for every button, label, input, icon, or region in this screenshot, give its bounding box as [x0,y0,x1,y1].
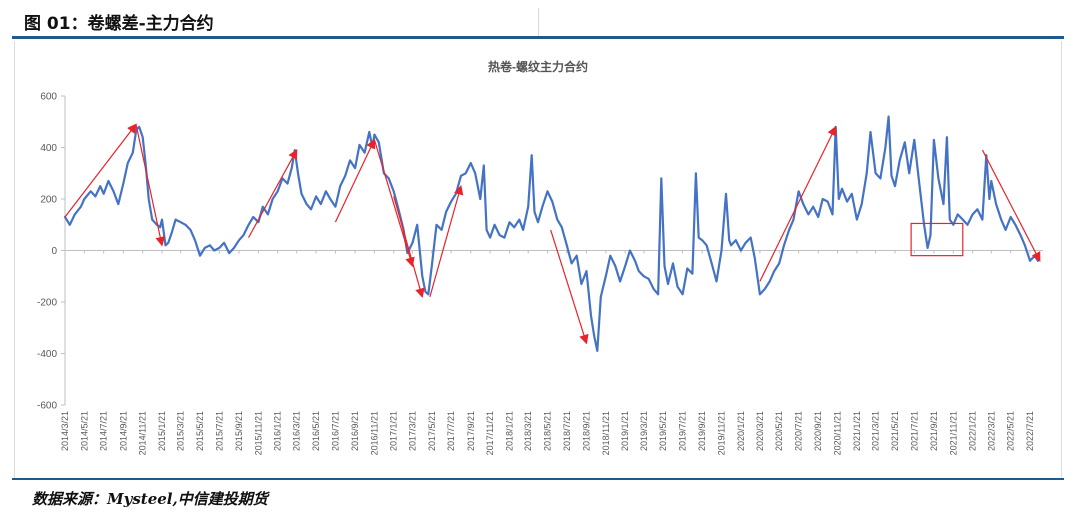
x-tick-label: 2017/1/21 [389,411,399,451]
y-tick-label: 600 [40,92,57,103]
x-tick-label: 2018/5/21 [543,411,553,451]
trend-arrow [759,125,837,282]
x-tick-label: 2021/5/21 [890,411,900,451]
top-rule [12,36,1064,39]
bottom-rule [12,478,1064,480]
x-tick-label: 2020/7/21 [794,411,804,451]
x-tick-label: 2018/9/21 [581,411,591,451]
trend-arrow [550,229,589,345]
trend-arrow [135,124,165,247]
x-tick-label: 2014/7/21 [99,411,109,451]
chart-area: 热卷-螺纹主力合约 600 400 200 0 -200 -400 -600 2014/3/… [14,41,1062,478]
x-tick-label: 2016/11/21 [369,411,379,455]
x-tick-label: 2016/5/21 [311,411,321,451]
trend-arrow [248,149,298,238]
x-tick-label: 2016/9/21 [350,411,360,451]
x-tick-label: 2018/11/21 [601,411,611,455]
y-tick-label: 0 [51,246,57,257]
x-tick-label: 2021/3/21 [871,411,881,451]
x-tick-label: 2016/1/21 [273,411,283,451]
x-tick-label: 2020/3/21 [755,411,765,451]
x-tick-label: 2019/9/21 [697,411,707,451]
header-divider [538,8,539,36]
x-tick-label: 2022/5/21 [1006,411,1016,451]
y-tick-label: -600 [37,401,57,412]
x-tick-label: 2021/9/21 [929,411,939,451]
line-chart: 热卷-螺纹主力合约 600 400 200 0 -200 -400 -600 2014/3/… [37,59,1043,455]
x-tick-label: 2016/3/21 [292,411,302,451]
x-tick-label: 2014/3/21 [60,411,70,451]
x-tick-label: 2014/11/21 [138,411,148,455]
trend-arrow [429,184,464,298]
x-tick-label: 2017/7/21 [446,411,456,451]
trend-arrow [373,139,415,268]
x-tick-label: 2020/9/21 [813,411,823,451]
y-axis: 600 400 200 0 -200 -400 -600 [37,92,66,412]
trend-arrow [393,196,425,299]
y-tick-label: -200 [37,298,57,309]
x-tick-label: 2022/1/21 [968,411,978,451]
x-tick-label: 2014/9/21 [118,411,128,451]
x-tick-label: 2019/3/21 [639,411,649,451]
header: 图 01：卷螺差-主力合约 [12,4,1064,36]
x-tick-label: 2019/5/21 [658,411,668,451]
annotation-layer [64,123,1041,345]
x-tick-label: 2015/5/21 [195,411,205,451]
series-layer [63,115,1040,352]
x-tick-label: 2020/1/21 [736,411,746,451]
x-tick-label: 2015/9/21 [234,411,244,451]
x-tick-label: 2017/11/21 [485,411,495,455]
x-tick-label: 2015/1/21 [157,411,167,451]
x-tick-label: 2015/11/21 [253,411,263,455]
x-tick-label: 2021/7/21 [909,411,919,451]
x-tick-label: 2019/11/21 [717,411,727,455]
y-tick-label: 400 [40,143,57,154]
figure-title: 图 01：卷螺差-主力合约 [24,14,214,34]
x-tick-label: 2019/1/21 [620,411,630,451]
trend-arrow [334,138,376,223]
x-tick-label: 2018/7/21 [562,411,572,451]
x-tick-label: 2017/3/21 [407,411,417,451]
y-tick-label: -400 [37,349,57,360]
x-tick-label: 2022/3/21 [986,411,996,451]
chart-title: 热卷-螺纹主力合约 [488,59,588,74]
highlight-box [910,222,964,257]
y-tick-label: 200 [40,195,57,206]
x-tick-label: 2015/3/21 [176,411,186,451]
trend-arrow [64,123,137,218]
x-tick-label: 2017/5/21 [427,411,437,451]
x-tick-label: 2022/7/21 [1025,411,1035,451]
x-tick-label: 2016/7/21 [330,411,340,451]
x-tick-label: 2020/11/21 [833,411,843,455]
x-tick-label: 2014/5/21 [79,411,89,451]
x-tick-label: 2021/1/21 [852,411,862,451]
trend-arrow [981,149,1041,262]
x-tick-label: 2015/7/21 [214,411,224,451]
series-line [63,115,1040,352]
x-tick-label: 2021/11/21 [948,411,958,455]
x-tick-label: 2018/3/21 [523,411,533,451]
x-tick-label: 2019/7/21 [678,411,688,451]
x-axis: 2014/3/21 2014/5/21 2014/7/21 2014/9/21 2014… [60,250,1043,455]
x-tick-label: 2020/5/21 [774,411,784,451]
x-tick-label: 2018/1/21 [504,411,514,451]
data-source: 数据来源：Mysteel,中信建投期货 [32,490,268,508]
x-tick-label: 2017/9/21 [466,411,476,451]
